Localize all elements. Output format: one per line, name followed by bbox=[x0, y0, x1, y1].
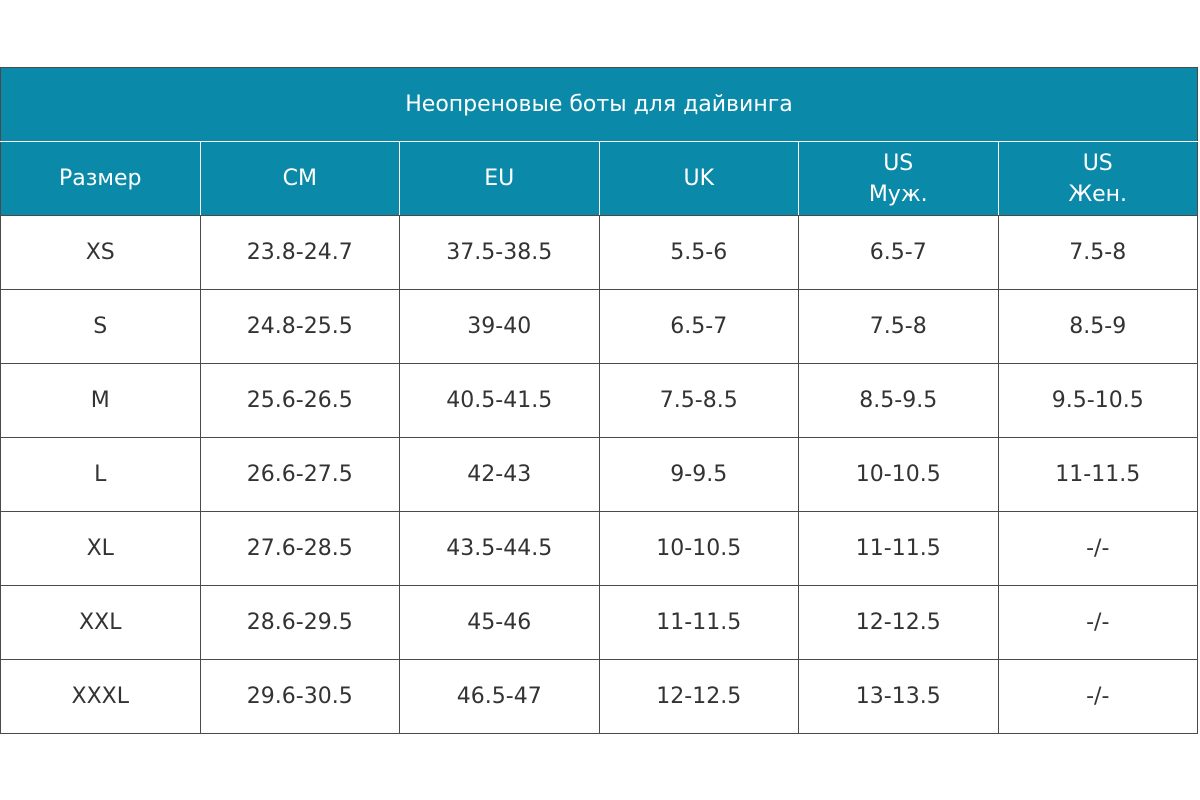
column-header-us-women: US Жен. bbox=[997, 141, 1198, 216]
header-row: Размер CM EU UK US Муж. US Жен. bbox=[0, 141, 1198, 216]
column-header-line1: US bbox=[1082, 150, 1113, 176]
column-header-line1: UK bbox=[683, 166, 715, 191]
cell-us-women: 11-11.5 bbox=[997, 437, 1198, 512]
cell-uk: 7.5-8.5 bbox=[598, 363, 799, 438]
cell-us-men: 12-12.5 bbox=[798, 585, 999, 660]
column-header-line2: Жен. bbox=[1068, 181, 1128, 207]
cell-us-men: 8.5-9.5 bbox=[798, 363, 999, 438]
cell-size: XXL bbox=[0, 585, 201, 660]
size-chart: Неопреновые боты для дайвинга Размер CM … bbox=[0, 67, 1198, 734]
cell-us-women: 9.5-10.5 bbox=[997, 363, 1198, 438]
column-header-size: Размер bbox=[0, 141, 201, 216]
column-header-cm: CM bbox=[199, 141, 400, 216]
column-header-us-men: US Муж. bbox=[798, 141, 999, 216]
column-header-uk: UK bbox=[598, 141, 799, 216]
table-row: XXL 28.6-29.5 45-46 11-11.5 12-12.5 -/- bbox=[0, 585, 1198, 660]
cell-us-men: 13-13.5 bbox=[798, 659, 999, 734]
cell-size: S bbox=[0, 289, 201, 364]
cell-eu: 39-40 bbox=[399, 289, 600, 364]
cell-us-men: 7.5-8 bbox=[798, 289, 999, 364]
table-row: S 24.8-25.5 39-40 6.5-7 7.5-8 8.5-9 bbox=[0, 289, 1198, 364]
cell-eu: 45-46 bbox=[399, 585, 600, 660]
cell-size: XXXL bbox=[0, 659, 201, 734]
cell-cm: 27.6-28.5 bbox=[199, 511, 400, 586]
column-header-line1: Размер bbox=[58, 166, 142, 191]
cell-us-women: -/- bbox=[997, 585, 1198, 660]
cell-us-men: 10-10.5 bbox=[798, 437, 999, 512]
column-header-line1: EU bbox=[484, 166, 515, 191]
size-table: Неопреновые боты для дайвинга Размер CM … bbox=[0, 67, 1198, 734]
cell-eu: 37.5-38.5 bbox=[399, 215, 600, 290]
table-row: XS 23.8-24.7 37.5-38.5 5.5-6 6.5-7 7.5-8 bbox=[0, 215, 1198, 290]
column-header-line1: US bbox=[883, 150, 914, 176]
cell-uk: 12-12.5 bbox=[598, 659, 799, 734]
table-title: Неопреновые боты для дайвинга bbox=[0, 67, 1198, 142]
cell-cm: 25.6-26.5 bbox=[199, 363, 400, 438]
cell-cm: 29.6-30.5 bbox=[199, 659, 400, 734]
cell-uk: 11-11.5 bbox=[598, 585, 799, 660]
cell-eu: 46.5-47 bbox=[399, 659, 600, 734]
column-header-line2: Муж. bbox=[868, 181, 928, 207]
cell-us-women: -/- bbox=[997, 659, 1198, 734]
cell-cm: 26.6-27.5 bbox=[199, 437, 400, 512]
table-row: XL 27.6-28.5 43.5-44.5 10-10.5 11-11.5 -… bbox=[0, 511, 1198, 586]
cell-us-men: 11-11.5 bbox=[798, 511, 999, 586]
cell-size: XL bbox=[0, 511, 201, 586]
table-row: XXXL 29.6-30.5 46.5-47 12-12.5 13-13.5 -… bbox=[0, 659, 1198, 734]
cell-size: M bbox=[0, 363, 201, 438]
cell-eu: 42-43 bbox=[399, 437, 600, 512]
cell-uk: 5.5-6 bbox=[598, 215, 799, 290]
cell-us-women: 7.5-8 bbox=[997, 215, 1198, 290]
cell-size: L bbox=[0, 437, 201, 512]
cell-cm: 24.8-25.5 bbox=[199, 289, 400, 364]
cell-cm: 28.6-29.5 bbox=[199, 585, 400, 660]
cell-cm: 23.8-24.7 bbox=[199, 215, 400, 290]
table-row: M 25.6-26.5 40.5-41.5 7.5-8.5 8.5-9.5 9.… bbox=[0, 363, 1198, 438]
cell-size: XS bbox=[0, 215, 201, 290]
cell-us-women: -/- bbox=[997, 511, 1198, 586]
table-row: L 26.6-27.5 42-43 9-9.5 10-10.5 11-11.5 bbox=[0, 437, 1198, 512]
column-header-line1: CM bbox=[282, 166, 317, 191]
title-row: Неопреновые боты для дайвинга bbox=[0, 67, 1198, 142]
column-header-eu: EU bbox=[399, 141, 600, 216]
cell-uk: 9-9.5 bbox=[598, 437, 799, 512]
cell-eu: 40.5-41.5 bbox=[399, 363, 600, 438]
cell-uk: 10-10.5 bbox=[598, 511, 799, 586]
cell-us-women: 8.5-9 bbox=[997, 289, 1198, 364]
cell-us-men: 6.5-7 bbox=[798, 215, 999, 290]
cell-eu: 43.5-44.5 bbox=[399, 511, 600, 586]
cell-uk: 6.5-7 bbox=[598, 289, 799, 364]
